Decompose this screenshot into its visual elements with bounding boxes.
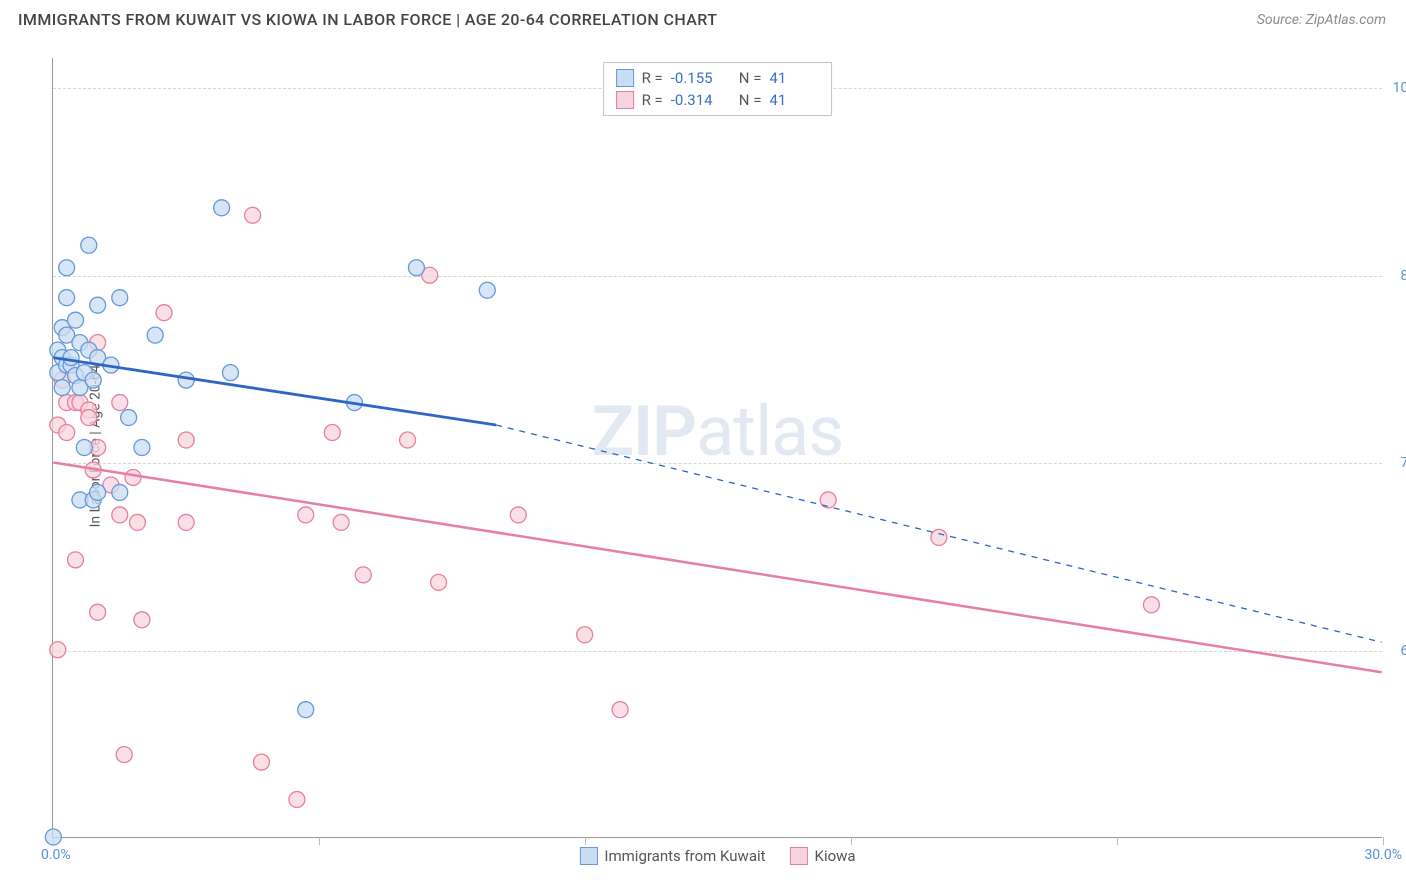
- data-point: [125, 469, 141, 485]
- data-point: [408, 260, 424, 276]
- legend-item-kiowa: Kiowa: [790, 847, 856, 865]
- r-value-kuwait: -0.155: [671, 69, 721, 87]
- data-point: [298, 702, 314, 718]
- data-point: [510, 507, 526, 523]
- data-point: [50, 642, 66, 658]
- data-point: [54, 380, 70, 396]
- series-legend: Immigrants from Kuwait Kiowa: [579, 847, 855, 865]
- y-tick-label: 100.0%: [1393, 80, 1406, 96]
- data-point: [112, 395, 128, 411]
- data-point: [479, 282, 495, 298]
- data-point: [400, 432, 416, 448]
- data-point: [85, 372, 101, 388]
- data-point: [76, 440, 92, 456]
- data-point: [931, 529, 947, 545]
- chart-title: IMMIGRANTS FROM KUWAIT VS KIOWA IN LABOR…: [18, 10, 717, 29]
- scatter-plot-svg: [53, 58, 1382, 837]
- data-point: [324, 425, 340, 441]
- r-label: R =: [642, 69, 663, 87]
- data-point: [129, 514, 145, 530]
- data-point: [121, 410, 137, 426]
- data-point: [59, 425, 75, 441]
- data-point: [68, 312, 84, 328]
- chart-plot-area: ZIPatlas 62.5%75.0%87.5%100.0% R = -0.15…: [52, 58, 1382, 838]
- data-point: [612, 702, 628, 718]
- data-point: [178, 514, 194, 530]
- x-tick: [851, 837, 852, 845]
- data-point: [577, 627, 593, 643]
- data-point: [90, 484, 106, 500]
- x-tick-label-min: 0.0%: [41, 847, 71, 863]
- data-point: [90, 604, 106, 620]
- y-tick-label: 75.0%: [1400, 455, 1406, 471]
- data-point: [112, 484, 128, 500]
- data-point: [81, 237, 97, 253]
- x-tick-label-max: 30.0%: [1364, 847, 1402, 863]
- trend-line: [53, 358, 496, 425]
- n-value-kuwait: 41: [769, 69, 819, 87]
- legend-row-kiowa: R = -0.314 N = 41: [616, 89, 820, 111]
- x-tick: [1117, 837, 1118, 845]
- data-point: [134, 440, 150, 456]
- swatch-kiowa: [616, 91, 634, 109]
- n-label: N =: [739, 69, 762, 87]
- data-point: [298, 507, 314, 523]
- data-point: [134, 612, 150, 628]
- x-tick: [1383, 837, 1384, 845]
- legend-item-kuwait: Immigrants from Kuwait: [579, 847, 765, 865]
- data-point: [245, 207, 261, 223]
- trend-line: [53, 462, 1381, 672]
- y-tick-label: 62.5%: [1400, 643, 1406, 659]
- data-point: [355, 567, 371, 583]
- data-point: [431, 574, 447, 590]
- r-label: R =: [642, 91, 663, 109]
- data-point: [90, 297, 106, 313]
- legend-row-kuwait: R = -0.155 N = 41: [616, 67, 820, 89]
- data-point: [1143, 597, 1159, 613]
- data-point: [112, 290, 128, 306]
- data-point: [333, 514, 349, 530]
- swatch-kiowa: [790, 847, 808, 865]
- swatch-kuwait: [616, 69, 634, 87]
- data-point: [253, 754, 269, 770]
- n-label: N =: [739, 91, 762, 109]
- data-point: [112, 507, 128, 523]
- data-point: [214, 200, 230, 216]
- data-point: [59, 290, 75, 306]
- data-point: [116, 747, 132, 763]
- correlation-legend: R = -0.155 N = 41 R = -0.314 N = 41: [603, 62, 833, 116]
- data-point: [289, 792, 305, 808]
- data-point: [156, 305, 172, 321]
- data-point: [178, 432, 194, 448]
- data-point: [222, 365, 238, 381]
- data-point: [45, 829, 61, 845]
- source-attribution: Source: ZipAtlas.com: [1257, 12, 1386, 28]
- y-tick-label: 87.5%: [1400, 268, 1406, 284]
- legend-label-kiowa: Kiowa: [815, 847, 856, 865]
- data-point: [81, 410, 97, 426]
- x-tick: [585, 837, 586, 845]
- legend-label-kuwait: Immigrants from Kuwait: [604, 847, 765, 865]
- data-point: [59, 260, 75, 276]
- data-point: [147, 327, 163, 343]
- data-point: [68, 552, 84, 568]
- x-tick: [319, 837, 320, 845]
- trend-line: [496, 425, 1382, 642]
- r-value-kiowa: -0.314: [671, 91, 721, 109]
- n-value-kiowa: 41: [769, 91, 819, 109]
- data-point: [63, 350, 79, 366]
- swatch-kuwait: [579, 847, 597, 865]
